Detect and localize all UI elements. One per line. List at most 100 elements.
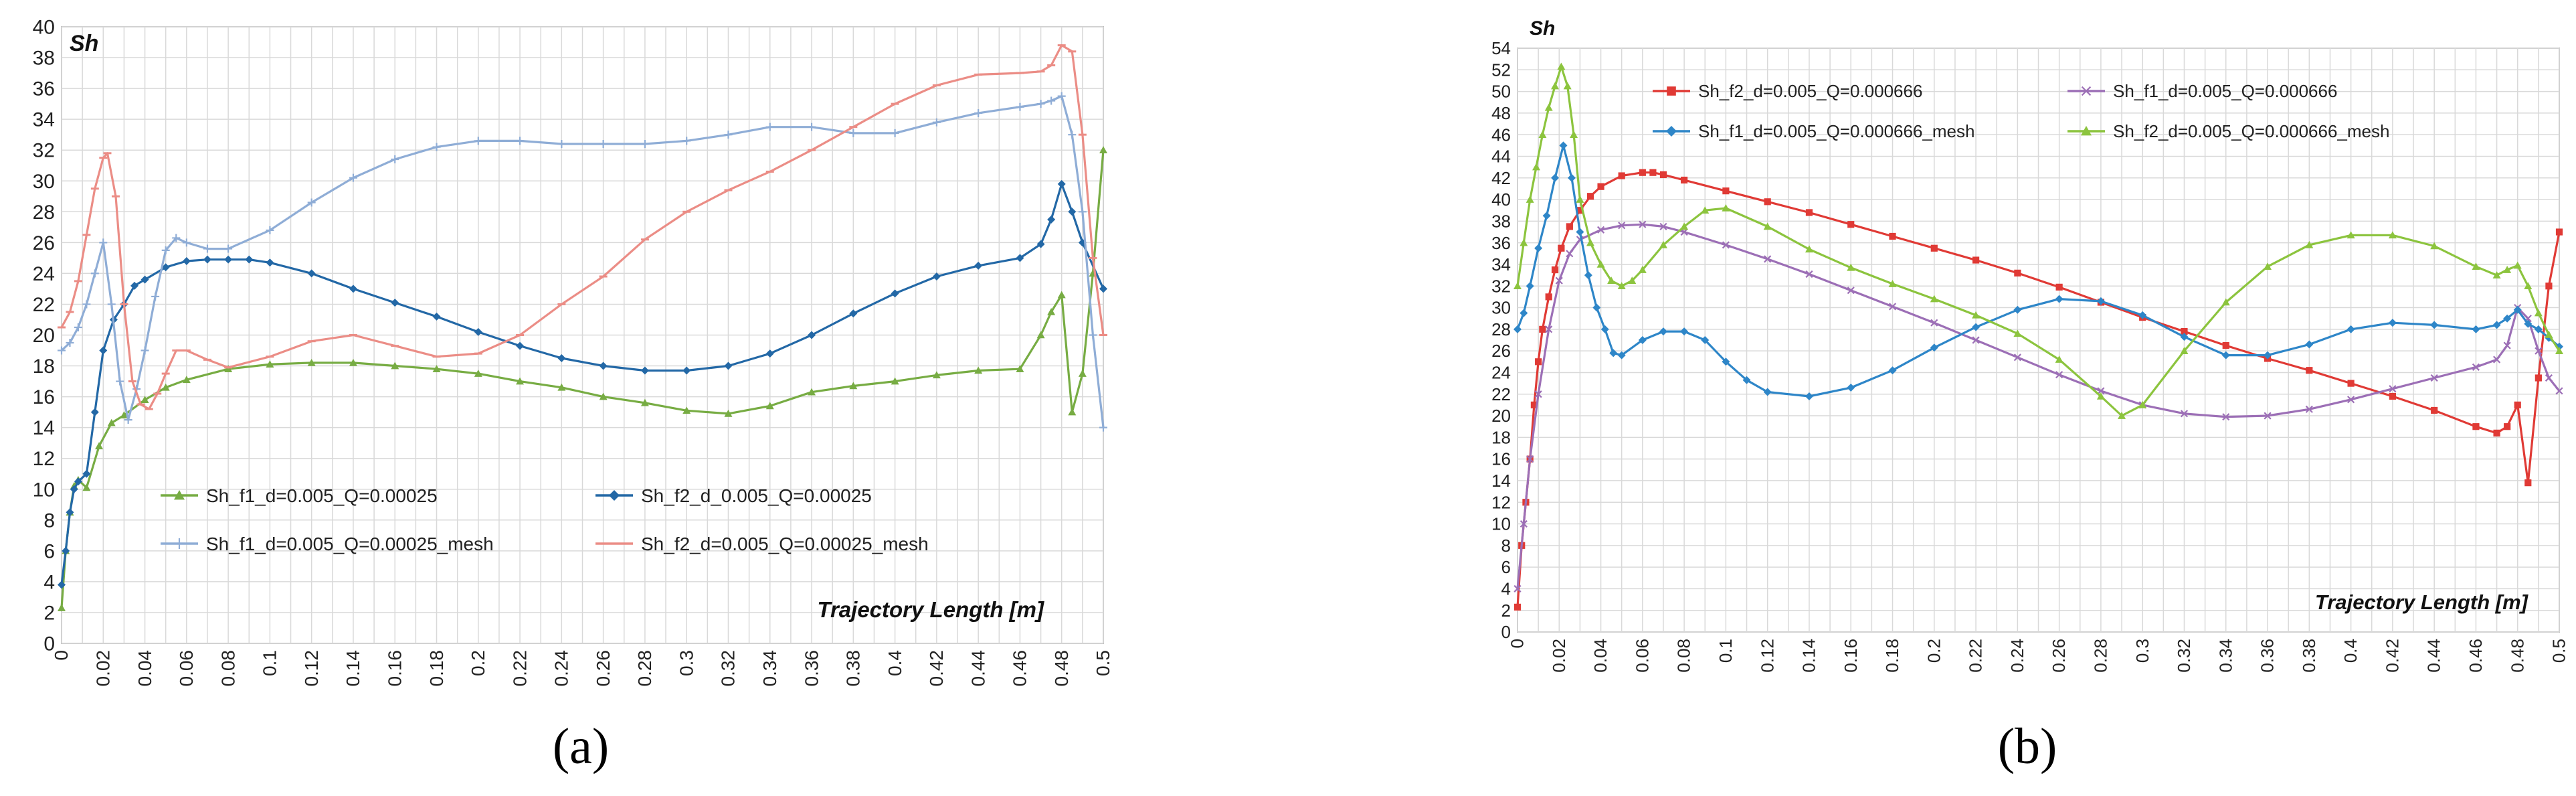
- series-group-a: [58, 44, 1107, 611]
- data-point: [1586, 238, 1594, 246]
- data-point: [1016, 365, 1024, 372]
- y-tick-label: 14: [1491, 471, 1511, 491]
- data-point: [516, 377, 525, 385]
- data-point: [1584, 271, 1592, 280]
- y-tick-label: 0: [43, 633, 55, 655]
- data-point: [2305, 405, 2313, 413]
- y-tick-label: 22: [33, 294, 55, 316]
- x-tick-label: 0.14: [1799, 639, 1819, 673]
- y-axis-title-b: Sh: [1530, 17, 1555, 39]
- legend-label: Sh_f2_d_0.005_Q=0.00025: [641, 485, 872, 506]
- x-tick-label: 0.26: [593, 650, 614, 687]
- y-tick-label: 30: [33, 171, 55, 193]
- legend-item-sh-f1-d-0-005-q-0-00025: Sh_f1_d=0.005_Q=0.00025: [161, 485, 438, 506]
- data-point: [1078, 370, 1087, 377]
- y-tick-label: 26: [33, 232, 55, 254]
- data-point: [1586, 193, 1594, 200]
- data-point: [1036, 100, 1045, 108]
- x-tick-label: 0.04: [134, 650, 155, 687]
- data-point: [1701, 206, 1710, 214]
- data-point: [74, 323, 82, 331]
- data-point: [141, 346, 149, 355]
- legend-marker: [174, 490, 185, 500]
- data-point: [307, 198, 316, 207]
- x-tick-label: 0.26: [2049, 639, 2069, 673]
- data-point: [432, 143, 441, 151]
- data-point: [1805, 209, 1813, 216]
- data-point: [2264, 351, 2272, 360]
- y-tick-label: 46: [1491, 125, 1511, 145]
- data-point: [2305, 340, 2314, 349]
- data-point: [1566, 223, 1573, 230]
- data-point: [1847, 263, 1855, 271]
- data-point: [1638, 336, 1647, 344]
- data-point: [1551, 266, 1559, 274]
- y-tick-label: 36: [33, 78, 55, 100]
- data-point: [2181, 327, 2188, 335]
- data-point: [1722, 204, 1730, 212]
- data-point: [1542, 212, 1551, 220]
- x-tick-label: 0.44: [2424, 639, 2444, 673]
- series-line: [60, 183, 1105, 585]
- x-tick-label: 0.36: [801, 650, 822, 687]
- data-point: [2472, 325, 2480, 333]
- y-tick-label: 8: [1501, 536, 1511, 556]
- x-tick-label: 0.08: [217, 650, 238, 687]
- data-point: [1847, 287, 1855, 295]
- data-point: [1722, 187, 1730, 195]
- y-tick-label: 54: [1491, 38, 1511, 58]
- legend-marker: [2081, 126, 2092, 136]
- data-point: [1649, 169, 1657, 176]
- data-point: [849, 129, 858, 137]
- x-tick-label: 0.24: [2007, 639, 2027, 673]
- x-tick-label: 0.16: [1841, 639, 1861, 673]
- data-point: [2389, 392, 2396, 400]
- y-tick-label: 14: [33, 417, 55, 439]
- data-point: [2430, 242, 2439, 250]
- data-point: [557, 354, 566, 363]
- x-tick-label: 0.46: [1010, 650, 1030, 687]
- data-point: [2118, 412, 2126, 419]
- data-point: [1638, 266, 1647, 273]
- y-tick-label: 28: [33, 202, 55, 224]
- series-sh-f2-d-0-005-q-0-000666: [1513, 169, 2563, 611]
- data-point: [516, 137, 525, 145]
- data-point: [1930, 244, 1938, 252]
- data-point: [182, 376, 191, 384]
- y-tick-label: 20: [1491, 406, 1511, 426]
- legend-label: Sh_f1_d=0.005_Q=0.000666: [2113, 81, 2337, 101]
- data-point: [2055, 283, 2063, 291]
- x-tick-label: 0.22: [509, 650, 530, 687]
- data-point: [932, 272, 941, 281]
- data-point: [1888, 366, 1897, 375]
- y-tick-label: 2: [43, 602, 55, 624]
- data-point: [2264, 412, 2272, 420]
- data-point: [2347, 231, 2355, 239]
- data-point: [107, 418, 116, 426]
- data-point: [1659, 327, 1667, 336]
- data-point: [2430, 374, 2438, 382]
- x-tick-label: 0.44: [968, 650, 988, 687]
- y-tick-label: 50: [1491, 82, 1511, 102]
- y-tick-label: 16: [1491, 449, 1511, 469]
- data-point: [1530, 401, 1538, 408]
- data-point: [1526, 195, 1534, 203]
- data-point: [161, 383, 170, 391]
- data-point: [1722, 241, 1730, 249]
- data-point: [2503, 314, 2512, 323]
- data-point: [1538, 131, 1547, 138]
- legend-item-sh-f1-d-0-005-q-0-000666: Sh_f1_d=0.005_Q=0.000666: [2067, 81, 2337, 101]
- data-point: [391, 299, 399, 307]
- data-point: [1535, 358, 1542, 366]
- data-point: [90, 269, 99, 278]
- data-point: [1526, 455, 1534, 463]
- legend-marker: [1667, 86, 1676, 96]
- data-point: [2535, 347, 2543, 355]
- data-point: [2493, 355, 2501, 364]
- y-tick-labels-b: 0246810121416182022242628303234363840424…: [1491, 38, 1511, 642]
- y-tick-label: 12: [33, 448, 55, 470]
- x-tick-label: 0.5: [2549, 639, 2569, 663]
- y-tick-label: 34: [1491, 254, 1511, 274]
- data-point: [2472, 363, 2480, 371]
